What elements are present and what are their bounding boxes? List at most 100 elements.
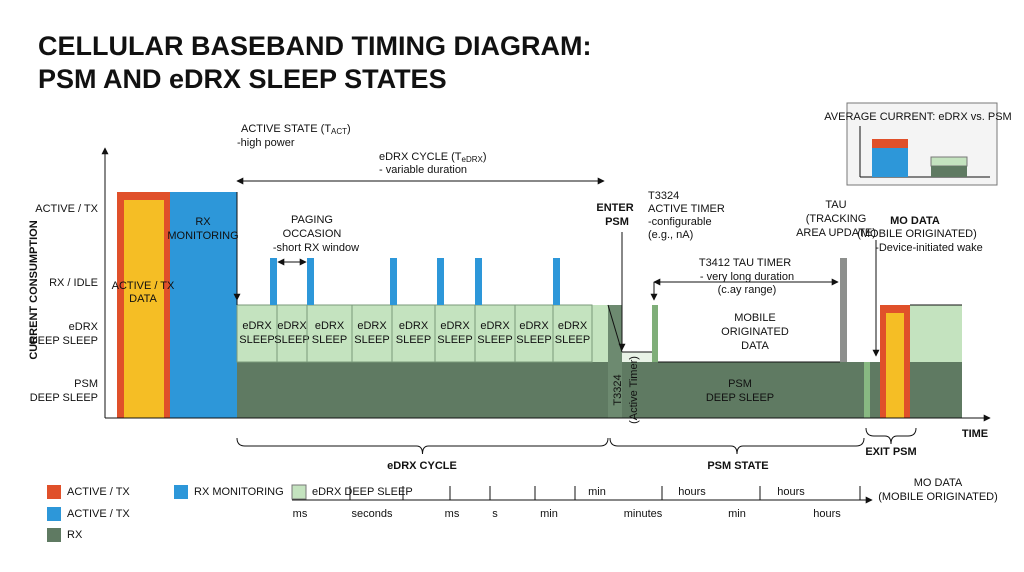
block-label: MOBILE [734, 312, 776, 324]
label: EXIT PSM [865, 446, 916, 458]
annotation-part: ACTIVE STATE (T [241, 123, 331, 135]
edrx-label: eDRX [357, 320, 387, 332]
annotation: ACTIVE TIMER [648, 203, 725, 215]
label: AVERAGE CURRENT: eDRX vs. PSM [824, 111, 1011, 123]
label: (MOBILE ORIGINATED) [878, 491, 998, 503]
active-tx-block [124, 200, 164, 418]
paging-spike [553, 258, 560, 305]
title: PSM AND eDRX SLEEP STATES [38, 64, 447, 94]
label: PSM STATE [707, 460, 768, 472]
edrx-label: eDRX [519, 320, 549, 332]
annotation-part: ) [347, 123, 351, 135]
label: seconds [352, 508, 393, 520]
brace [865, 427, 917, 445]
level-label: DEEP SLEEP [30, 335, 98, 347]
label: min [540, 508, 558, 520]
label: ms [293, 508, 308, 520]
block-label: ORIGINATED [721, 326, 789, 338]
label: minutes [624, 508, 663, 520]
edrx-label: eDRX [242, 320, 272, 332]
tau-spike-small [652, 305, 658, 362]
level-label: eDRX [69, 321, 99, 333]
paging-spike [390, 258, 397, 305]
edrx-label: eDRX [558, 320, 588, 332]
block-label: DEEP SLEEP [706, 392, 774, 404]
label: min [588, 486, 606, 498]
annotation: PSM [605, 216, 629, 228]
edrx-label: SLEEP [354, 334, 389, 346]
label: min [728, 508, 746, 520]
block-label: DATA [129, 293, 157, 305]
edrx-label: SLEEP [396, 334, 431, 346]
block-label: PSM [728, 378, 752, 390]
level-label: PSM [74, 378, 98, 390]
edrx-label: SLEEP [516, 334, 551, 346]
paging-spike [270, 258, 277, 305]
annotation: T3412 TAU TIMER [699, 257, 791, 269]
brace [236, 437, 609, 455]
label: hours [813, 508, 841, 520]
annotation: ACTIVE STATE (TACT) [241, 123, 351, 136]
edrx-label: SLEEP [239, 334, 274, 346]
annotation: ENTER [596, 202, 633, 214]
tau-spike [840, 258, 847, 362]
edrx-label: SLEEP [274, 334, 309, 346]
legend-swatch [47, 507, 61, 521]
legend-swatch [47, 485, 61, 499]
annotation-part: ) [483, 151, 487, 163]
paging-spike [307, 258, 314, 305]
edrx-label: eDRX [399, 320, 429, 332]
annotation: - very long duration [700, 271, 794, 283]
block-label: MONITORING [167, 230, 238, 242]
legend-swatch [174, 485, 188, 499]
label: ms [445, 508, 460, 520]
paging-spike [475, 258, 482, 305]
t3324-gap [622, 352, 652, 362]
legend-swatch [291, 484, 307, 500]
level-label: ACTIVE / TX [35, 203, 98, 215]
edrx-band [237, 305, 608, 362]
annotation: AREA UPDATE) [796, 227, 876, 239]
inset-bar [931, 166, 967, 177]
annotation-part: eDRX CYCLE (T [379, 151, 462, 163]
level-label: RX / IDLE [49, 277, 98, 289]
label: hours [678, 486, 706, 498]
legend-label: ACTIVE / TX [67, 486, 130, 498]
title: CELLULAR BASEBAND TIMING DIAGRAM: [38, 31, 591, 61]
annotation: - variable duration [379, 164, 467, 176]
edrx-label: SLEEP [312, 334, 347, 346]
edrx-label: eDRX [277, 320, 307, 332]
annotation: (MOBILE ORIGINATED) [857, 228, 977, 240]
label: hours [777, 486, 805, 498]
inset-bar [872, 139, 908, 148]
annotation: (e.g., nA) [648, 229, 693, 241]
label: s [492, 508, 498, 520]
block-label: RX [195, 216, 211, 228]
inset-bar [872, 148, 908, 177]
brace [609, 437, 865, 455]
edrx-cell [552, 304, 593, 363]
edrx-label: eDRX [480, 320, 510, 332]
label: (Active Timer) [628, 356, 640, 424]
label: MO DATA [914, 477, 963, 489]
edrx-label: SLEEP [437, 334, 472, 346]
level-label: DEEP SLEEP [30, 392, 98, 404]
t3324-region [608, 305, 622, 418]
legend-label: ACTIVE / TX [67, 508, 130, 520]
annotation: T3324 [648, 190, 679, 202]
label: CURRENT CONSUMPTION [28, 220, 40, 359]
mo-block [886, 313, 904, 418]
legend-label: RX [67, 529, 83, 541]
annotation-part: ACT [331, 127, 347, 136]
edrx-label: SLEEP [555, 334, 590, 346]
label: TIME [962, 428, 988, 440]
annotation: (c.ay range) [718, 284, 777, 296]
annotation: -short RX window [273, 242, 359, 254]
annotation: OCCASION [283, 228, 342, 240]
annotation: TAU [825, 199, 846, 211]
psm-marker [864, 362, 870, 418]
edrx-label: eDRX [440, 320, 470, 332]
legend-label: RX MONITORING [194, 486, 284, 498]
block-label: ACTIVE / TX [112, 280, 175, 292]
